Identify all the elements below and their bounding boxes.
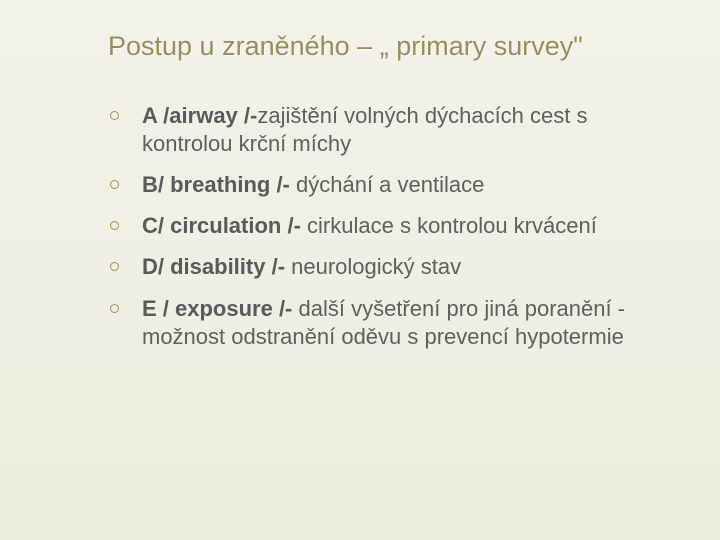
list-item: D/ disability /- neurologický stav xyxy=(108,253,670,281)
item-rest: dýchání a ventilace xyxy=(296,172,484,197)
bullet-list: A /airway /-zajištění volných dýchacích … xyxy=(108,102,670,351)
slide-content: A /airway /-zajištění volných dýchacích … xyxy=(108,102,670,351)
list-item: A /airway /-zajištění volných dýchacích … xyxy=(108,102,670,158)
item-rest: neurologický stav xyxy=(291,254,461,279)
item-bold: D/ disability /- xyxy=(142,254,291,279)
item-bold: C/ circulation /- xyxy=(142,213,307,238)
item-bold: E / exposure /- xyxy=(142,296,299,321)
slide-container: Postup u zraněného – „ primary survey" A… xyxy=(0,0,720,540)
slide-title: Postup u zraněného – „ primary survey" xyxy=(108,30,668,64)
item-bold: B/ breathing /- xyxy=(142,172,296,197)
list-item: E / exposure /- další vyšetření pro jiná… xyxy=(108,295,670,351)
item-bold: A /airway /- xyxy=(142,103,257,128)
item-rest: cirkulace s kontrolou krvácení xyxy=(307,213,597,238)
list-item: B/ breathing /- dýchání a ventilace xyxy=(108,171,670,199)
list-item: C/ circulation /- cirkulace s kontrolou … xyxy=(108,212,670,240)
